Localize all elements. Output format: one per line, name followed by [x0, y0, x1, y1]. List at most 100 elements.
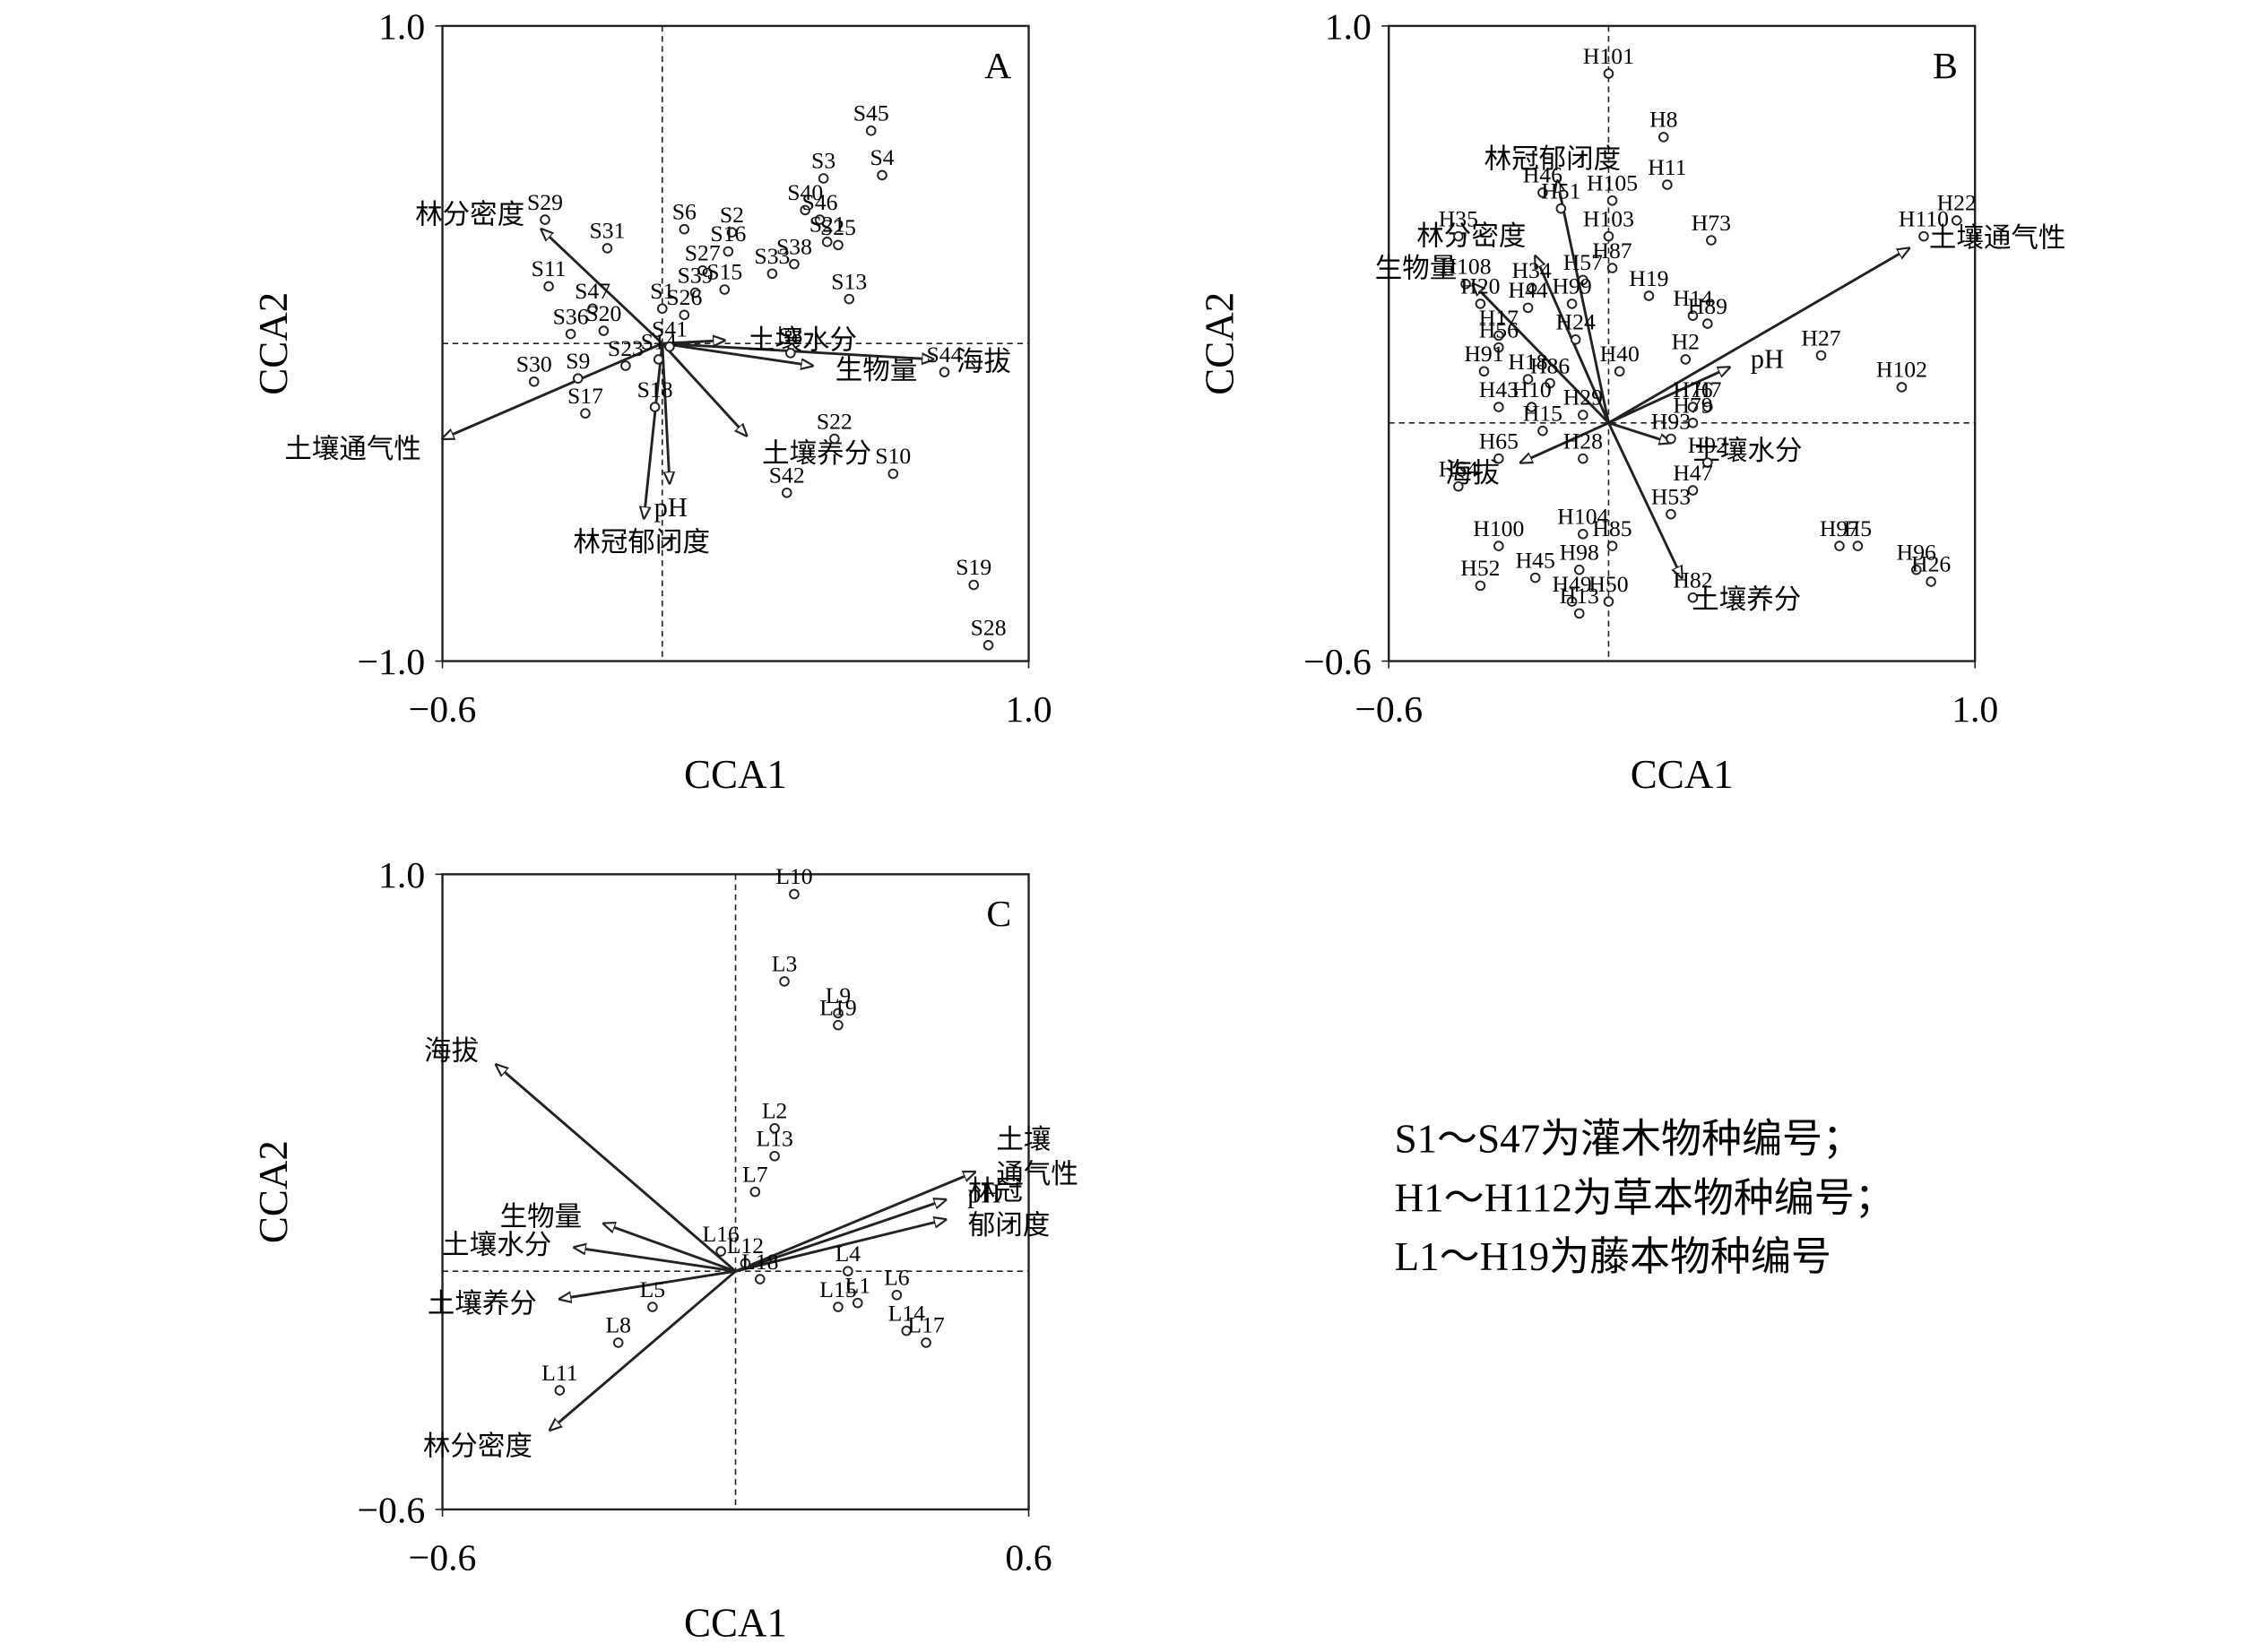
species-point — [1522, 374, 1534, 385]
species-label: H46 — [1523, 162, 1562, 188]
species-point — [1680, 354, 1692, 365]
species-label: H7 — [1693, 376, 1722, 402]
species-label: H29 — [1563, 385, 1603, 411]
species-label: L15 — [819, 1276, 856, 1302]
species-label: L1 — [845, 1272, 871, 1298]
species-label: S9 — [566, 348, 590, 374]
species-point — [602, 243, 613, 254]
species-point — [887, 468, 899, 480]
species-label: H5 — [1844, 515, 1872, 541]
species-point — [1911, 564, 1922, 575]
species-point — [543, 281, 554, 292]
species-label: H28 — [1563, 428, 1603, 454]
species-label: H24 — [1556, 309, 1596, 335]
species-label: S28 — [971, 615, 1007, 641]
species-point — [1603, 596, 1614, 607]
species-point — [749, 1186, 761, 1198]
species-point — [1702, 318, 1713, 329]
species-point — [1545, 377, 1555, 389]
species-point — [1573, 608, 1585, 619]
species-label: S39 — [678, 262, 714, 288]
species-label: L5 — [640, 1276, 666, 1302]
species-label: H8 — [1649, 107, 1677, 133]
species-point — [598, 325, 610, 336]
species-point — [833, 239, 844, 251]
species-point — [1578, 453, 1588, 464]
vector-label: 土壤水分 — [748, 325, 857, 356]
species-label: H13 — [1560, 583, 1599, 609]
env-vector — [1557, 181, 1610, 424]
species-point — [779, 976, 790, 987]
species-point — [1657, 132, 1669, 143]
species-label: S33 — [754, 243, 790, 269]
species-point — [1687, 592, 1699, 603]
species-point — [789, 888, 800, 900]
species-label: H53 — [1651, 483, 1691, 509]
note-line: L1～H19为藤本物种编号 — [1395, 1234, 1831, 1279]
species-point — [723, 246, 734, 257]
y-axis-label: CCA2 — [1198, 292, 1242, 395]
species-point — [829, 433, 840, 445]
species-label: H97 — [1820, 515, 1859, 541]
env-vector — [1607, 248, 1908, 425]
species-point — [1702, 402, 1713, 412]
species-label: H87 — [1592, 238, 1632, 264]
y-tick-label: −0.6 — [1303, 642, 1372, 683]
species-label: H110 — [1899, 205, 1949, 231]
species-point — [740, 1258, 751, 1269]
species-point — [1493, 330, 1504, 342]
species-point — [620, 360, 631, 371]
species-label: L10 — [775, 863, 812, 889]
species-point — [1478, 366, 1490, 377]
species-point — [726, 227, 738, 238]
species-label: S1 — [650, 278, 674, 304]
x-tick-label: 1.0 — [1952, 689, 1998, 731]
species-label: S40 — [787, 179, 823, 205]
species-point — [1537, 187, 1548, 198]
species-point — [1578, 274, 1588, 286]
species-label: H102 — [1876, 357, 1927, 383]
y-tick-label: 1.0 — [378, 855, 425, 896]
species-point — [769, 1122, 780, 1134]
species-label: L8 — [605, 1312, 631, 1338]
species-label: S46 — [802, 189, 838, 215]
species-label: S17 — [567, 383, 603, 409]
vector-label: 土壤通气性 — [996, 1125, 1078, 1190]
env-vector — [734, 1172, 975, 1273]
species-point — [719, 284, 731, 295]
species-label: H19 — [1629, 265, 1668, 291]
species-point — [1493, 402, 1504, 412]
env-vector — [662, 342, 933, 359]
species-point — [1603, 230, 1614, 242]
species-label: H11 — [1648, 154, 1686, 180]
species-point — [1453, 480, 1464, 492]
species-label: S2 — [720, 202, 744, 228]
species-label: S11 — [532, 255, 567, 281]
species-label: H2 — [1672, 329, 1700, 355]
species-point — [1834, 541, 1845, 551]
species-label: S23 — [608, 335, 644, 361]
species-label: S21 — [809, 212, 845, 238]
species-label: S8 — [778, 323, 802, 349]
species-point — [921, 1337, 931, 1348]
species-point — [1852, 541, 1864, 551]
species-point — [769, 1150, 780, 1162]
species-label: H64 — [1439, 455, 1478, 481]
species-label: S18 — [637, 376, 673, 402]
species-point — [528, 376, 540, 387]
y-axis-label: CCA2 — [251, 292, 296, 395]
y-axis-label: CCA2 — [251, 1140, 296, 1243]
species-label: S29 — [527, 189, 563, 215]
species-label: S25 — [820, 214, 856, 240]
species-point — [1687, 418, 1699, 428]
species-label: H20 — [1460, 273, 1500, 299]
species-point — [1529, 572, 1541, 584]
species-point — [1643, 290, 1655, 301]
species-point — [891, 1289, 903, 1301]
species-label: L13 — [756, 1126, 792, 1152]
x-tick-label: 1.0 — [1005, 689, 1052, 731]
species-point — [1537, 425, 1548, 437]
species-label: S10 — [875, 443, 911, 469]
species-label: H40 — [1600, 341, 1640, 367]
species-label: H105 — [1587, 170, 1638, 196]
